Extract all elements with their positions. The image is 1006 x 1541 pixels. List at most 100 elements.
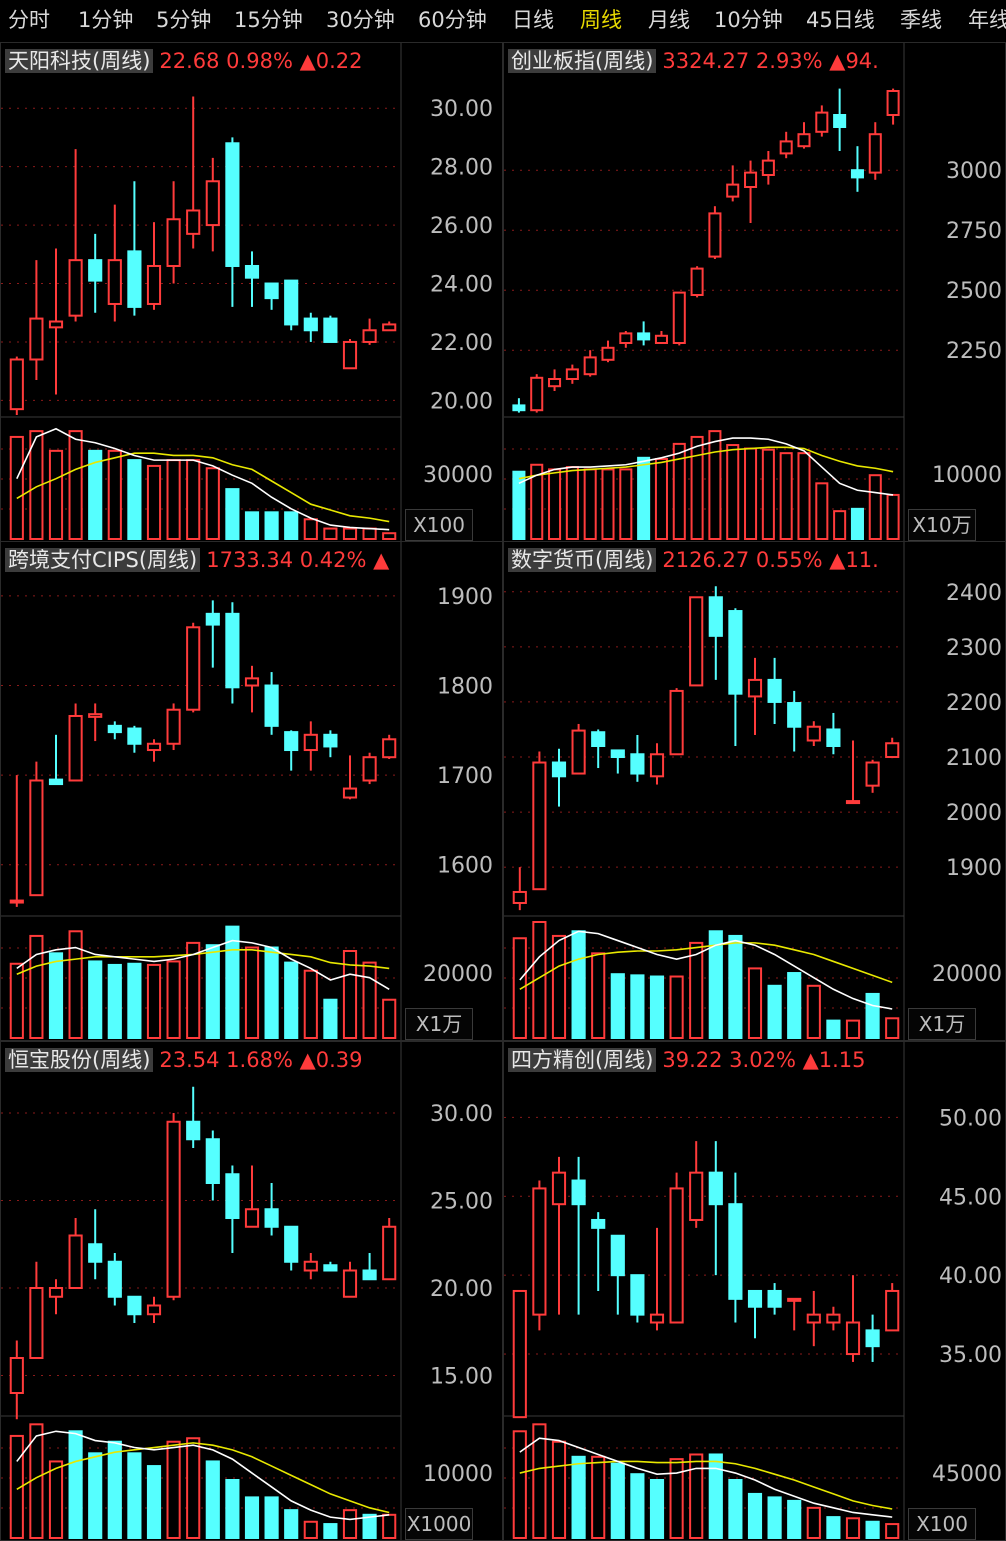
candlestick-chart[interactable]: 1900 1800 1700 1600 20000 bbox=[1, 542, 503, 1041]
candle-body bbox=[186, 626, 201, 711]
volume-bar bbox=[689, 941, 704, 1040]
volume-bar bbox=[166, 960, 181, 1039]
tab-10[interactable]: 45日线 bbox=[806, 8, 875, 32]
volume-bar bbox=[551, 1440, 567, 1539]
stock-name[interactable]: 天阳科技(周线) bbox=[5, 49, 154, 73]
stock-name[interactable]: 数字货币(周线) bbox=[508, 548, 657, 572]
candle-body bbox=[127, 1295, 142, 1316]
volume-bar bbox=[68, 1430, 83, 1539]
tab-8[interactable]: 月线 bbox=[648, 8, 690, 32]
volume-bar bbox=[610, 1462, 625, 1540]
chart-panel-1[interactable]: 创业板指(周线) 3324.27 2.93% ▲94. 3000 2750 2500 22… bbox=[503, 42, 1006, 542]
candle-body bbox=[107, 724, 122, 734]
volume-bar bbox=[708, 930, 723, 1039]
tab-9[interactable]: 10分钟 bbox=[714, 8, 783, 32]
tab-3[interactable]: 15分钟 bbox=[234, 8, 303, 32]
tab-11[interactable]: 季线 bbox=[900, 8, 942, 32]
tab-2[interactable]: 5分钟 bbox=[156, 8, 212, 32]
volume-tick-label: 20000 bbox=[423, 962, 493, 987]
stock-name[interactable]: 跨境支付CIPS(周线) bbox=[5, 548, 201, 572]
candle-body bbox=[826, 728, 841, 747]
period-tab-bar: 分时 1分钟 5分钟 15分钟 30分钟 60分钟 日线 周线 月线 10分钟 45日线 季线 年线 bbox=[0, 0, 1006, 42]
volume-bar bbox=[127, 1452, 142, 1540]
candle-body bbox=[225, 142, 240, 267]
candle-body bbox=[583, 356, 597, 376]
volume-bar bbox=[323, 998, 338, 1039]
candle-body bbox=[565, 368, 579, 380]
candle-body bbox=[127, 250, 142, 308]
y-tick-label: 3000 bbox=[946, 159, 1002, 184]
candle-body bbox=[806, 1313, 821, 1324]
candle-body bbox=[591, 1218, 606, 1229]
tab-6[interactable]: 日线 bbox=[512, 8, 554, 32]
price-info: 39.22 3.02% ▲1.15 bbox=[662, 1048, 866, 1072]
volume-bar bbox=[88, 449, 103, 540]
volume-ma-line bbox=[16, 427, 390, 531]
volume-tick-label: 30000 bbox=[423, 463, 493, 488]
chart-panel-3[interactable]: 数字货币(周线) 2126.27 0.55% ▲11. 2400 2300 2200 21… bbox=[503, 541, 1006, 1041]
chart-panel-2[interactable]: 跨境支付CIPS(周线) 1733.34 0.42% ▲ 1900 1800 1700 1… bbox=[0, 541, 503, 1041]
y-tick-label: 24.00 bbox=[430, 273, 493, 298]
chart-panel-4[interactable]: 恒宝股份(周线) 23.54 1.68% ▲0.39 30.00 25.00 20.00… bbox=[0, 1041, 503, 1541]
price-info: 2126.27 0.55% ▲11. bbox=[662, 548, 879, 572]
volume-bar bbox=[630, 1473, 645, 1540]
volume-bar bbox=[601, 468, 615, 540]
volume-bar bbox=[303, 1520, 318, 1540]
y-tick-label: 20.00 bbox=[430, 389, 493, 414]
price-info: 3324.27 2.93% ▲94. bbox=[662, 49, 879, 73]
candle-body bbox=[815, 111, 829, 133]
volume-ma-line bbox=[16, 949, 390, 975]
candlestick-chart[interactable]: 3000 2750 2500 2250 10000 bbox=[504, 43, 1006, 542]
tab-1[interactable]: 1分钟 bbox=[78, 8, 134, 32]
candle-body bbox=[779, 140, 793, 155]
tab-7[interactable]: 周线 bbox=[580, 8, 622, 32]
candle-body bbox=[342, 340, 358, 370]
volume-bar bbox=[833, 510, 847, 541]
volume-bar bbox=[787, 972, 802, 1040]
candle-body bbox=[610, 1234, 625, 1277]
volume-bar bbox=[382, 1513, 397, 1539]
tab-0[interactable]: 分时 bbox=[8, 8, 50, 32]
candle-body bbox=[244, 677, 260, 687]
candle-body bbox=[797, 133, 811, 148]
candle-body bbox=[530, 376, 544, 412]
volume-multiplier-label: X100 bbox=[908, 1508, 976, 1540]
candlestick-chart[interactable]: 30.00 25.00 20.00 15.00 10000 bbox=[1, 1042, 503, 1541]
chart-panel-5[interactable]: 四方精创(周线) 39.22 3.02% ▲1.15 50.00 45.00 40.00… bbox=[503, 1041, 1006, 1541]
candlestick-chart[interactable]: 50.00 45.00 40.00 35.00 45000 bbox=[504, 1042, 1006, 1541]
candle-body bbox=[845, 1321, 861, 1356]
y-tick-label: 1900 bbox=[946, 856, 1002, 881]
tab-12[interactable]: 年线 bbox=[968, 8, 1006, 32]
stock-name[interactable]: 创业板指(周线) bbox=[508, 49, 657, 73]
tab-5[interactable]: 60分钟 bbox=[418, 8, 487, 32]
candle-body bbox=[68, 1234, 83, 1289]
candlestick-chart[interactable]: 30.00 28.00 26.00 24.00 22.00 20.00 30000 bbox=[1, 43, 503, 542]
volume-bar bbox=[728, 934, 743, 1040]
candle-body bbox=[166, 218, 181, 267]
candle-body bbox=[885, 742, 900, 759]
volume-bar bbox=[48, 1460, 64, 1539]
volume-bar bbox=[88, 960, 103, 1039]
y-tick-label: 22.00 bbox=[430, 331, 493, 356]
volume-bar bbox=[205, 1460, 220, 1539]
candle-body bbox=[342, 1269, 358, 1298]
stock-name[interactable]: 四方精创(周线) bbox=[508, 1048, 657, 1072]
volume-ma-line bbox=[16, 1442, 390, 1514]
candlestick-chart[interactable]: 2400 2300 2200 2100 2000 1900 20000 bbox=[504, 542, 1006, 1041]
volume-bar bbox=[205, 944, 220, 1040]
y-tick-label: 1800 bbox=[437, 675, 493, 700]
stock-name[interactable]: 恒宝股份(周线) bbox=[5, 1048, 154, 1072]
volume-bar bbox=[865, 992, 880, 1040]
volume-multiplier-label: X1万 bbox=[908, 1008, 976, 1040]
candle-body bbox=[833, 114, 847, 128]
chart-panel-0[interactable]: 天阳科技(周线) 22.68 0.98% ▲0.22 30.00 28.00 26.00… bbox=[0, 42, 503, 542]
volume-bar bbox=[107, 1440, 122, 1539]
candle-body bbox=[68, 714, 83, 782]
y-tick-label: 2500 bbox=[946, 279, 1002, 304]
volume-bar bbox=[787, 1499, 802, 1540]
volume-bar bbox=[303, 518, 318, 540]
volume-bar bbox=[885, 1017, 900, 1039]
volume-bar bbox=[669, 975, 684, 1039]
tab-4[interactable]: 30分钟 bbox=[326, 8, 395, 32]
candle-body bbox=[284, 1225, 299, 1263]
